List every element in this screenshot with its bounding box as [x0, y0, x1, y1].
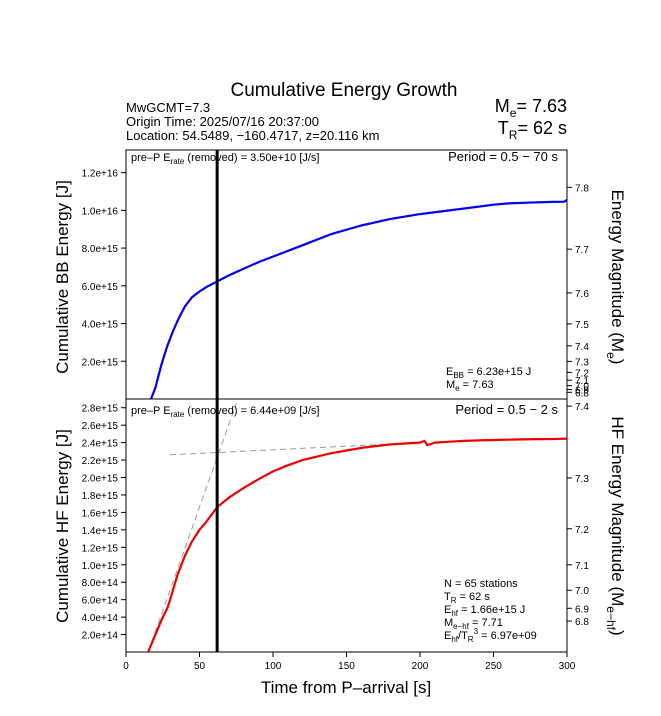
hf-magnitude-tick-label: 7.0 — [575, 586, 589, 597]
bb-energy-panel: 2.0e+15 4.0e+15 6.0e+15 8.0e+15 1.0e+16 1.2e+… — [53, 149, 627, 400]
hf-y-tick-label: 2.2e+15 — [82, 456, 119, 467]
hf-y-tick-label: 2.4e+15 — [82, 439, 119, 450]
hf-x-tick-label: 0 — [123, 661, 129, 672]
hf-magnitude-tick-label: 6.9 — [575, 604, 589, 615]
hf-y-tick-label: 2.0e+15 — [82, 474, 119, 485]
hf-y-tick-label: 2.6e+15 — [82, 421, 119, 432]
bb-magnitude-axis-label: Energy Magnitude (Me) — [604, 190, 627, 365]
bb-y-tick-label: 1.2e+16 — [82, 169, 119, 180]
hf-y-tick-label: 1.4e+15 — [82, 526, 119, 537]
hf-energy-curve — [147, 437, 568, 653]
hf-y-tick-label: 1.8e+15 — [82, 491, 119, 502]
hf-y-tick-label: 4.0e+14 — [82, 613, 119, 624]
hf-period-label: Period = 0.5 − 2 s — [455, 402, 558, 417]
bb-y-tick-label: 4.0e+15 — [82, 320, 119, 331]
hf-y-tick-label: 2.0e+14 — [82, 631, 119, 642]
hf-y-tick-label: 1.6e+15 — [82, 508, 119, 519]
bb-period-label: Period = 0.5 − 70 s — [448, 149, 558, 164]
hf-prep-rate-label: pre–P Erate (removed) = 6.44e+09 [J/s] — [131, 405, 320, 419]
hf-magnitude-annotation: Me−hf = 7.71 — [444, 617, 503, 631]
bb-magnitude-tick-label: 6.9 — [575, 386, 589, 397]
hf-rupture-duration: TR = 62 s — [444, 591, 490, 605]
bb-magnitude-tick-label: 6.8 — [575, 388, 589, 399]
hf-energy-panel: 2.0e+14 4.0e+14 6.0e+14 8.0e+14 1.0e+15 1.2e+… — [53, 398, 627, 697]
hf-y-axis-label: Cumulative HF Energy [J] — [53, 429, 72, 623]
hf-magnitude-tick-label: 7.2 — [575, 525, 589, 536]
energy-magnitude-summary: Me= 7.63 — [495, 96, 567, 120]
bb-y-tick-label: 6.0e+15 — [82, 282, 119, 293]
hf-x-tick-label: 150 — [338, 661, 355, 672]
figure-title: Cumulative Energy Growth — [230, 80, 457, 101]
bb-prep-rate-label: pre–P Erate (removed) = 3.50e+10 [J/s] — [131, 152, 320, 166]
hf-magnitude-tick-label: 7.3 — [575, 474, 589, 485]
hf-energy-annotation: Ehf = 1.66e+15 J — [444, 604, 525, 618]
hf-magnitude-tick-label: 7.1 — [575, 561, 589, 572]
bb-magnitude-tick-label: 7.1 — [575, 376, 589, 387]
bb-magnitude-tick-label: 7.3 — [575, 357, 589, 368]
hf-x-tick-label: 200 — [412, 661, 429, 672]
bb-y-tick-label: 8.0e+15 — [82, 244, 119, 255]
hf-magnitude-axis-label: HF Energy Magnitude (Me−hf) — [604, 416, 627, 635]
hf-guide-line — [170, 442, 421, 456]
hf-station-count: N = 65 stations — [444, 578, 518, 590]
bb-energy-annotation: EBB = 6.23e+15 J — [446, 366, 531, 380]
bb-magnitude-tick-label: 7.2 — [575, 368, 589, 379]
hf-magnitude-tick-label: 7.4 — [575, 402, 589, 413]
bb-magnitude-tick-label: 7.4 — [575, 342, 589, 353]
bb-y-tick-label: 1.0e+16 — [82, 206, 119, 217]
bb-plot-frame — [125, 149, 568, 400]
rupture-duration-summary: TR= 62 s — [498, 118, 567, 142]
bb-y-axis-label: Cumulative BB Energy [J] — [53, 180, 72, 374]
event-magnitude: MwGCMT=7.3 — [126, 100, 210, 115]
hf-y-tick-label: 1.2e+15 — [82, 543, 119, 554]
bb-magnitude-tick-label: 7.6 — [575, 289, 589, 300]
hf-magnitude-tick-label: 6.8 — [575, 617, 589, 628]
hf-y-tick-label: 8.0e+14 — [82, 578, 119, 589]
hf-y-tick-label: 2.8e+15 — [82, 404, 119, 415]
bb-magnitude-tick-label: 7.5 — [575, 320, 589, 331]
bb-energy-curve — [149, 199, 568, 400]
hf-y-tick-label: 1.0e+15 — [82, 561, 119, 572]
hf-y-tick-label: 6.0e+14 — [82, 596, 119, 607]
bb-magnitude-tick-label: 7.8 — [575, 183, 589, 194]
bb-magnitude-tick-label: 7.7 — [575, 245, 589, 256]
bb-y-tick-label: 2.0e+15 — [82, 357, 119, 368]
hf-x-tick-label: 50 — [194, 661, 206, 672]
bb-magnitude-annotation: Me = 7.63 — [446, 379, 494, 393]
hf-guide-line — [147, 403, 237, 653]
hf-x-tick-label: 250 — [485, 661, 502, 672]
bb-magnitude-tick-label: 7.0 — [575, 382, 589, 393]
hf-x-tick-label: 300 — [559, 661, 576, 672]
hf-energy-ratio: Ehf/TR3 = 6.97e+09 — [444, 627, 537, 644]
x-axis-label: Time from P–arrival [s] — [261, 678, 431, 697]
hf-x-tick-label: 100 — [265, 661, 282, 672]
event-location: Location: 54.5489, −160.4717, z=20.116 k… — [126, 128, 379, 143]
origin-time: Origin Time: 2025/07/16 20:37:00 — [126, 114, 319, 129]
